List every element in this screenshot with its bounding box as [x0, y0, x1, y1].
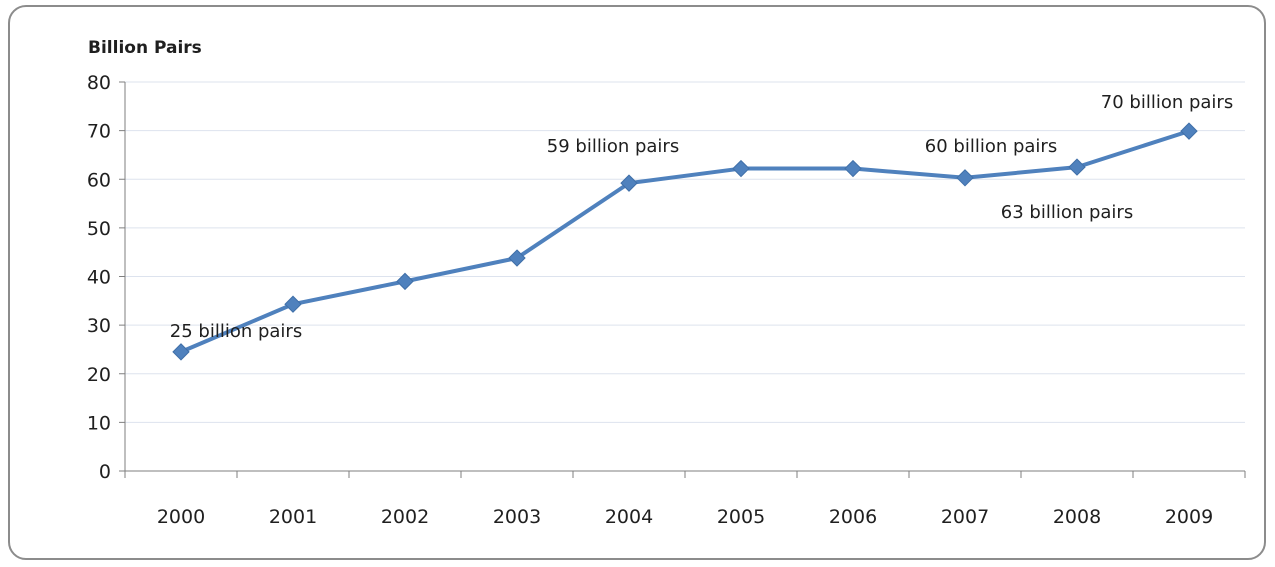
- annotation-label: 63 billion pairs: [1001, 202, 1133, 223]
- data-points: [172, 122, 1198, 361]
- x-tick-label: 2000: [157, 506, 205, 528]
- data-point-2000[interactable]: [172, 343, 190, 361]
- data-point-2006[interactable]: [844, 159, 862, 178]
- x-axis-ticks: 2000 2001 2002 2003 2004 2005 2006 2007 2008 2009: [124, 471, 1246, 528]
- x-tick-label: 2002: [381, 506, 429, 528]
- x-tick-label: 2001: [269, 506, 317, 528]
- x-tick-label: 2008: [1053, 506, 1101, 528]
- y-tick-label: 20: [87, 364, 111, 386]
- annotation-label: 59 billion pairs: [547, 136, 679, 157]
- y-tick-label: 0: [99, 461, 111, 483]
- y-tick-label: 50: [87, 218, 111, 240]
- data-point-2008[interactable]: [1068, 158, 1086, 176]
- x-tick-label: 2003: [493, 506, 541, 528]
- y-tick-label: 70: [87, 121, 111, 143]
- y-tick-label: 10: [87, 412, 111, 434]
- x-tick-label: 2007: [941, 506, 989, 528]
- chart-frame: [8, 5, 1266, 560]
- x-tick-label: 2005: [717, 506, 765, 528]
- annotation-label: 25 billion pairs: [170, 321, 302, 342]
- series-line-0: [180, 129, 1190, 354]
- annotations: 25 billion pairs 59 billion pairs 60 billi…: [170, 92, 1233, 342]
- x-tick-label: 2009: [1165, 506, 1213, 528]
- data-point-2003[interactable]: [508, 249, 526, 267]
- data-point-2001[interactable]: [284, 295, 302, 313]
- x-tick-label: 2004: [605, 506, 653, 528]
- data-point-2004[interactable]: [620, 174, 638, 192]
- x-tick-label: 2006: [829, 506, 877, 528]
- y-tick-label: 40: [87, 267, 111, 289]
- series-line: [180, 129, 1190, 354]
- y-unit-label: Billion Pairs: [88, 38, 202, 58]
- y-tick-label: 60: [87, 169, 111, 191]
- y-tick-label: 80: [87, 72, 111, 94]
- grid-lines: [125, 81, 1245, 423]
- y-axis-ticks: 0 10 20 30 40 50 60 70 80: [87, 72, 125, 483]
- data-point-2009[interactable]: [1180, 122, 1198, 140]
- y-tick-label: 30: [87, 315, 111, 337]
- annotation-label: 60 billion pairs: [925, 136, 1057, 157]
- data-point-2002[interactable]: [396, 272, 414, 291]
- data-point-2007[interactable]: [956, 169, 974, 187]
- annotation-label: 70 billion pairs: [1101, 92, 1233, 113]
- data-point-2005[interactable]: [732, 159, 750, 178]
